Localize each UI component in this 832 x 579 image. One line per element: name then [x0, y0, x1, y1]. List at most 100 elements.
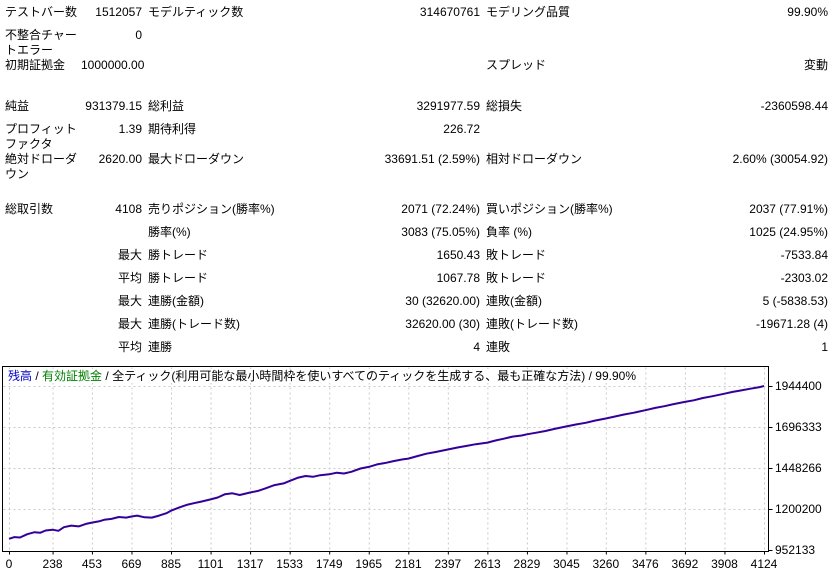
- x-axis-label: 3045: [553, 557, 580, 571]
- stat-value: 314670761: [419, 5, 480, 19]
- stats-row: テストバー数 1512057 モデルティック数 314670761 モデリング品質 99.…: [5, 5, 832, 28]
- stat-label: 最大ドローダウン: [148, 152, 245, 166]
- stat-label: プロフィットファクタ: [5, 122, 77, 151]
- y-axis-labels: 1944400 1696333 1448266 1200200 952133: [773, 366, 832, 557]
- x-axis-label: 1101: [197, 557, 224, 571]
- stats-row: プロフィットファクタ 1.39 期待利得 226.72: [5, 122, 832, 152]
- stat-value: 931379.15: [85, 99, 142, 113]
- stat-value: 226.72: [443, 122, 480, 136]
- stat-label: 買いポジション(勝率%): [486, 202, 613, 216]
- stat-value: 30 (32620.00): [405, 294, 480, 308]
- stat-value: 1512057: [95, 5, 142, 19]
- balance-chart: 残高 / 有効証拠金 / 全ティック(利用可能な最小時間枠を使いすべてのティック…: [0, 366, 832, 579]
- x-axis-label: 453: [81, 557, 102, 571]
- stat-value: -2303.02: [780, 271, 828, 285]
- y-axis-label: 1200200: [775, 501, 822, 516]
- stat-value: 最大: [117, 294, 142, 308]
- stat-value: 2.60% (30054.92): [732, 152, 828, 166]
- stat-value: 1067.78: [436, 271, 480, 285]
- stat-label: 相対ドローダウン: [486, 152, 583, 166]
- stats-row: 平均 勝トレード 1067.78 敗トレード -2303.02: [5, 271, 832, 294]
- stat-value: 最大: [117, 248, 142, 262]
- stat-label: 敗トレード: [486, 271, 547, 285]
- stat-value: 5 (-5838.53): [762, 294, 828, 308]
- x-axis-label: 4124: [750, 557, 778, 571]
- stat-label: 純益: [5, 99, 30, 113]
- x-axis-label: 2181: [394, 557, 422, 571]
- stats-row: 絶対ドローダウン 2620.00 最大ドローダウン 33691.51 (2.59%) 相…: [5, 152, 832, 182]
- stats-row: 最大 連勝(金額) 30 (32620.00) 連敗(金額) 5 (-5838.53): [5, 294, 832, 317]
- stat-label: 連敗(金額): [486, 294, 542, 308]
- y-axis-label: 952133: [775, 543, 816, 557]
- stat-value: 99.90%: [787, 5, 828, 19]
- stat-value: 1000000.00: [81, 58, 145, 72]
- x-axis-label: 1533: [276, 557, 303, 571]
- stat-label: テストバー数: [5, 5, 78, 19]
- stats-row: 最大 連勝(トレード数) 32620.00 (30) 連敗(トレード数) -19671.…: [5, 317, 832, 340]
- stat-value: 1025 (24.95%): [749, 225, 828, 239]
- stat-value: 1.39: [118, 122, 142, 136]
- stat-label: 総取引数: [5, 202, 54, 216]
- y-axis-label: 1696333: [775, 420, 822, 434]
- stat-value: 2037 (77.91%): [749, 202, 828, 216]
- x-axis-label: 0: [5, 557, 13, 571]
- stat-label: モデリング品質: [486, 5, 571, 19]
- stat-value: 4: [473, 340, 480, 354]
- stat-value: 平均: [117, 271, 142, 285]
- x-axis-label: 2613: [474, 557, 501, 571]
- stat-label: 連勝(トレード数): [148, 317, 240, 331]
- stat-label: 連敗: [486, 340, 511, 354]
- stat-label: 敗トレード: [486, 248, 547, 262]
- stat-value: 1650.43: [436, 248, 480, 262]
- stat-label: 負率 (%): [486, 225, 532, 239]
- x-axis-label: 3476: [632, 557, 659, 571]
- legend-model-description: 全ティック(利用可能な最小時間枠を使いすべてのティックを生成する、最も正確な方法…: [112, 369, 636, 383]
- stat-label: 総利益: [148, 99, 185, 113]
- stats-row: 純益 931379.15 総利益 3291977.59 総損失 -2360598.44: [5, 99, 832, 122]
- x-axis-label: 3260: [592, 557, 620, 571]
- chart-border: [2, 366, 769, 552]
- x-axis-label: 885: [161, 557, 182, 571]
- x-axis-label: 238: [42, 557, 63, 571]
- stat-label: 勝トレード: [148, 271, 209, 285]
- stats-row: 初期証拠金 1000000.00 スプレッド 変動: [5, 58, 832, 81]
- stat-label: 連勝(金額): [148, 294, 204, 308]
- stat-value: 32620.00 (30): [405, 317, 480, 331]
- stat-value: 4108: [115, 202, 142, 216]
- chart-legend: 残高 / 有効証拠金 / 全ティック(利用可能な最小時間枠を使いすべてのティック…: [8, 369, 636, 383]
- stat-value: 3083 (75.05%): [401, 225, 480, 239]
- y-axis-label: 1448266: [775, 461, 822, 475]
- stat-value: 最大: [117, 317, 142, 331]
- legend-separator-2: /: [102, 369, 113, 383]
- stat-value: 33691.51 (2.59%): [384, 152, 480, 166]
- stat-label: 不整合チャートエラー: [5, 28, 77, 57]
- stat-value: 平均: [117, 340, 142, 354]
- stats-row: 不整合チャートエラー 0: [5, 28, 832, 58]
- x-axis-label: 2829: [513, 557, 541, 571]
- stat-label: 総損失: [486, 99, 523, 113]
- stat-value: 2071 (72.24%): [401, 202, 480, 216]
- stat-label: 絶対ドローダウン: [5, 152, 78, 181]
- stats-row: 平均 連勝 4 連敗 1: [5, 340, 832, 363]
- x-axis-labels: 0 238 453 669 885 1101 1317 1533 1749 1965 2181 239…: [0, 556, 832, 574]
- stats-table: テストバー数 1512057 モデルティック数 314670761 モデリング品質 99.…: [5, 5, 832, 363]
- legend-balance-label: 残高: [8, 369, 33, 383]
- legend-equity-label: 有効証拠金: [42, 369, 103, 383]
- stat-value: 変動: [803, 58, 828, 72]
- x-axis-label: 1749: [315, 557, 343, 571]
- stat-value: 1: [821, 340, 828, 354]
- stat-label: 売りポジション(勝率%): [148, 202, 275, 216]
- stat-label: 勝トレード: [148, 248, 209, 262]
- stats-row: 勝率(%) 3083 (75.05%) 負率 (%) 1025 (24.95%): [5, 225, 832, 248]
- stats-row: 総取引数 4108 売りポジション(勝率%) 2071 (72.24%) 買いポジション…: [5, 202, 832, 225]
- y-axis-label: 1944400: [775, 379, 822, 393]
- x-axis-label: 1965: [355, 557, 383, 571]
- x-axis-label: 3908: [711, 557, 738, 571]
- stat-label: スプレッド: [486, 58, 547, 72]
- x-axis-label: 669: [121, 557, 142, 571]
- stat-value: 2620.00: [98, 152, 142, 166]
- stat-value: -2360598.44: [760, 99, 828, 113]
- legend-separator-1: /: [32, 369, 43, 383]
- x-axis-label: 1317: [236, 557, 264, 571]
- stat-value: 3291977.59: [416, 99, 480, 113]
